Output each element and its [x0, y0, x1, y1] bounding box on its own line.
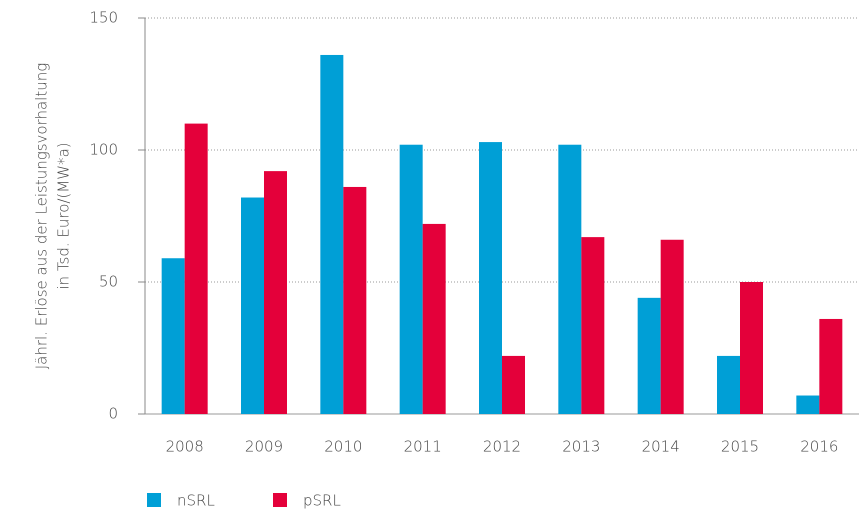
bar: [479, 142, 502, 414]
bar: [717, 355, 740, 414]
legend-label: nSRL: [177, 492, 215, 510]
bar: [660, 239, 684, 414]
bar: [161, 258, 185, 414]
x-tick-label: 2014: [642, 438, 680, 456]
bar: [184, 123, 208, 414]
bar: [264, 171, 287, 414]
x-tick-label: 2010: [324, 438, 362, 456]
bar: [502, 355, 525, 414]
bar: [740, 282, 763, 414]
y-tick-label: 0: [108, 405, 118, 423]
y-tick-label: 150: [89, 9, 118, 27]
bar: [819, 318, 843, 414]
y-tick-label: 50: [99, 273, 118, 291]
bar: [343, 186, 367, 414]
bar: [241, 197, 264, 414]
bar: [637, 297, 661, 414]
bar: [320, 54, 344, 415]
x-tick-label: 2011: [404, 438, 442, 456]
bar: [422, 223, 446, 414]
x-tick-label: 2012: [483, 438, 521, 456]
x-tick-label: 2015: [721, 438, 759, 456]
x-tick-label: 2009: [245, 438, 283, 456]
bar: [796, 395, 820, 414]
bar: [399, 144, 423, 414]
y-axis-label: Jährl. Erlöse aus der Leistungsvorhaltun…: [33, 63, 51, 370]
x-tick-label: 2008: [166, 438, 204, 456]
legend-label: pSRL: [303, 492, 341, 510]
legend-swatch: [147, 493, 161, 507]
bar: [581, 237, 605, 414]
bar: [558, 144, 582, 414]
legend-swatch: [273, 493, 287, 507]
x-tick-label: 2016: [800, 438, 838, 456]
y-axis-label: in Tsd. Euro/(MW*a): [55, 142, 73, 289]
x-tick-label: 2013: [562, 438, 600, 456]
y-tick-label: 100: [89, 141, 118, 159]
